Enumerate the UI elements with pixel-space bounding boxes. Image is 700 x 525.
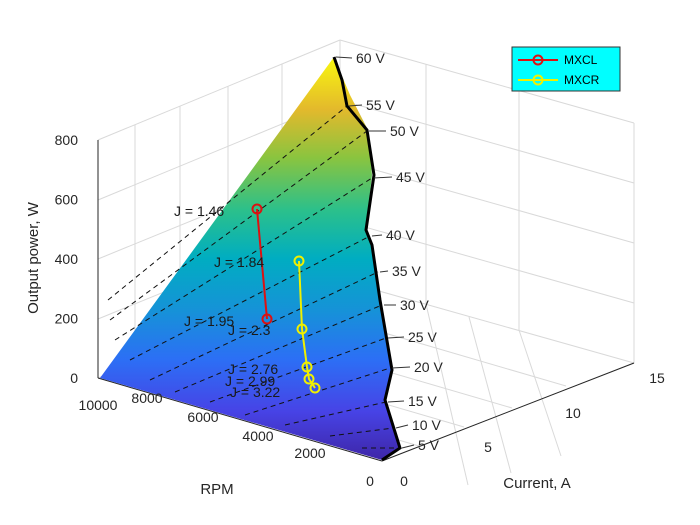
voltage-leader bbox=[387, 336, 405, 339]
y-tick-label: 10000 bbox=[79, 397, 118, 413]
voltage-label: 50 V bbox=[390, 123, 419, 139]
legend-entry-mxcr: MXCR bbox=[564, 73, 600, 87]
y-tick-label: 0 bbox=[366, 473, 374, 489]
voltage-leader bbox=[371, 234, 383, 237]
y-tick-label: 2000 bbox=[294, 445, 325, 461]
voltage-label: 20 V bbox=[414, 359, 443, 375]
point-annotation: J = 2.99 bbox=[225, 373, 275, 389]
power-surface bbox=[100, 57, 400, 460]
legend-box bbox=[511, 46, 621, 92]
point-annotation: J = 2.76 bbox=[228, 361, 278, 377]
series-point bbox=[261, 313, 273, 325]
series-point bbox=[303, 373, 315, 385]
series-point bbox=[251, 203, 263, 215]
series-point bbox=[309, 382, 321, 394]
point-annotation: J = 2.3 bbox=[228, 322, 271, 338]
z-tick-label: 400 bbox=[55, 251, 79, 267]
voltage-leader bbox=[391, 366, 411, 369]
contour-line bbox=[109, 130, 368, 321]
voltage-leader bbox=[348, 104, 363, 107]
z-tick-label: 800 bbox=[55, 132, 79, 148]
contour-line bbox=[174, 304, 383, 393]
x-axis-label: Current, A bbox=[503, 475, 571, 492]
point-annotation: J = 1.95 bbox=[184, 313, 234, 329]
voltage-label: 10 V bbox=[412, 417, 441, 433]
voltage-label: 45 V bbox=[396, 169, 425, 185]
series-line-mxcl bbox=[256, 208, 268, 320]
x-tick-label: 0 bbox=[400, 473, 408, 489]
y-tick-label: 8000 bbox=[131, 390, 162, 406]
contour-line bbox=[329, 427, 395, 437]
voltage-label: 40 V bbox=[386, 227, 415, 243]
voltage-leader bbox=[387, 400, 405, 403]
y-tick-labels: 0 2000 4000 6000 8000 10000 bbox=[79, 390, 375, 489]
contour-line bbox=[107, 105, 348, 301]
voltage-leader bbox=[395, 424, 409, 429]
series-point bbox=[293, 255, 305, 267]
y-axis-label: RPM bbox=[200, 481, 233, 498]
series-line-mxcr bbox=[298, 260, 316, 389]
voltage-leader bbox=[401, 444, 415, 449]
x-tick-label: 15 bbox=[649, 370, 665, 386]
contour-line bbox=[129, 235, 371, 361]
legend-entry-mxcl: MXCL bbox=[564, 53, 598, 67]
voltage-leader bbox=[379, 270, 389, 273]
series-group: J = 1.46J = 1.95J = 1.84J = 2.3J = 2.76J… bbox=[174, 203, 321, 400]
legend: MXCL MXCR bbox=[511, 46, 621, 92]
z-axis-label: Output power, W bbox=[25, 201, 42, 314]
voltage-labels: 5 V 10 V 15 V 20 V 25 V 30 V 35 V 40 V 45 V 50 V 5… bbox=[335, 50, 443, 453]
series-point bbox=[301, 361, 313, 373]
voltage-label: 35 V bbox=[392, 263, 421, 279]
x-tick-label: 5 bbox=[484, 439, 492, 455]
z-tick-labels: 0 200 400 600 800 bbox=[55, 132, 79, 386]
point-annotation: J = 1.84 bbox=[214, 254, 264, 270]
series-point bbox=[296, 323, 308, 335]
y-tick-label: 4000 bbox=[242, 428, 273, 444]
contour-line bbox=[114, 177, 373, 341]
contour-line bbox=[209, 337, 387, 403]
point-annotation: J = 3.22 bbox=[230, 384, 280, 400]
voltage-leader bbox=[335, 56, 353, 59]
z-tick-label: 600 bbox=[55, 192, 79, 208]
voltage-label: 15 V bbox=[408, 393, 437, 409]
y-tick-label: 6000 bbox=[187, 409, 218, 425]
voltage-label: 25 V bbox=[408, 329, 437, 345]
x-tick-label: 10 bbox=[565, 405, 581, 421]
voltage-label: 30 V bbox=[400, 297, 429, 313]
z-tick-label: 0 bbox=[70, 370, 78, 386]
contour-line bbox=[149, 271, 379, 381]
voltage-label: 60 V bbox=[356, 50, 385, 66]
point-annotation: J = 1.46 bbox=[174, 203, 224, 219]
voltage-label: 55 V bbox=[366, 97, 395, 113]
z-tick-label: 200 bbox=[55, 311, 79, 327]
voltage-leader bbox=[373, 176, 393, 179]
x-tick-labels: 0 5 10 15 bbox=[400, 370, 665, 489]
max-voltage-boundary bbox=[332, 56, 402, 462]
voltage-label: 5 V bbox=[418, 437, 440, 453]
axis-lines bbox=[97, 140, 635, 462]
